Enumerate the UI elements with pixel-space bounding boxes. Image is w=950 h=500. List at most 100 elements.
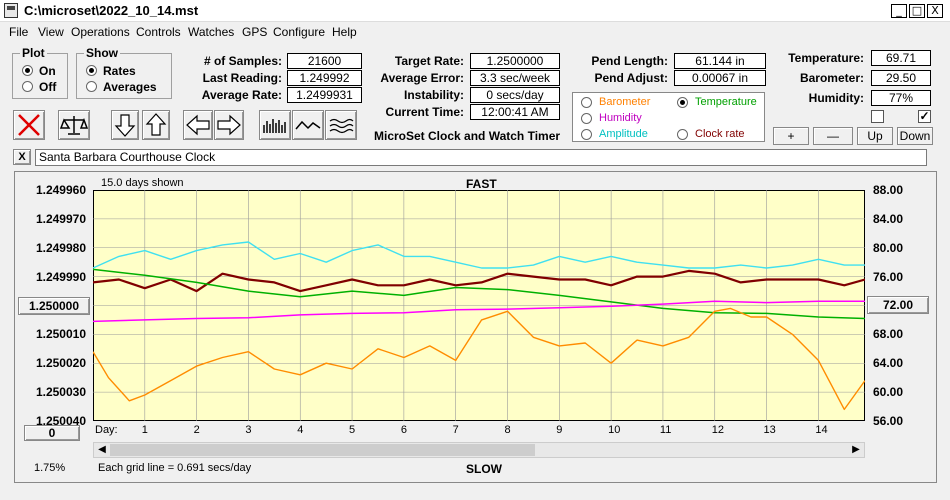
barometer-value: 29.50 [871, 70, 931, 86]
window-title: C:\microset\2022_10_14.mst [24, 3, 199, 18]
show-rates-label: Rates [103, 64, 136, 78]
sensor-select-box [572, 92, 765, 142]
x-axis-tick-label: 6 [400, 424, 407, 436]
minimize-button[interactable]: _ [891, 4, 907, 18]
left-axis-tick-label: 1.249970 [35, 211, 86, 226]
slow-label: SLOW [466, 462, 502, 476]
right-axis-tick-label: 64.00 [873, 356, 904, 371]
right-arrow-button[interactable] [214, 110, 244, 140]
app-icon[interactable] [4, 3, 18, 18]
clear-name-button[interactable]: X [13, 149, 31, 165]
scroll-left-arrow[interactable]: ◀ [98, 444, 106, 455]
pend-length-value[interactable]: 61.144 in [674, 53, 766, 69]
right-axis-tick-label: 80.00 [873, 240, 904, 255]
title-bar: C:\microset\2022_10_14.mst _ □ X [0, 0, 950, 22]
average-rate-value: 1.2499931 [287, 87, 362, 103]
grid-lines [93, 190, 865, 421]
maximize-button[interactable]: □ [909, 4, 925, 18]
histogram-icon [263, 119, 286, 133]
histogram-button[interactable] [259, 110, 291, 140]
menu-bar: File View Operations Controls Watches GP… [0, 22, 950, 42]
close-button[interactable]: X [927, 4, 943, 18]
menu-configure[interactable]: Configure [273, 25, 326, 39]
target-rate-value[interactable]: 1.2500000 [470, 53, 560, 69]
clock-name-field[interactable]: Santa Barbara Courthouse Clock [35, 149, 927, 166]
menu-help[interactable]: Help [332, 25, 357, 39]
arrow-down-icon [114, 114, 136, 137]
stop-button[interactable] [13, 110, 45, 140]
plot-on-radio[interactable] [22, 65, 33, 76]
x-axis-tick-label: 14 [815, 424, 828, 436]
show-averages-radio[interactable] [86, 81, 97, 92]
plot-area [93, 190, 865, 421]
right-axis-tick-label: 88.00 [873, 183, 904, 197]
temperature-radio[interactable] [677, 97, 688, 108]
right-axis-tick-label: 60.00 [873, 385, 904, 400]
series-amplitude [93, 241, 865, 269]
menu-file[interactable]: File [9, 25, 29, 39]
right-axis-tick-label: 68.00 [873, 327, 904, 342]
day-axis-label: Day: [95, 424, 118, 436]
menu-view[interactable]: View [38, 25, 64, 39]
x-axis-tick-label: 2 [193, 424, 200, 436]
target-rate-label: Target Rate: [394, 54, 464, 68]
checkbox-1[interactable] [871, 110, 884, 123]
wave-line-icon [295, 120, 321, 130]
x-axis-tick-label: 12 [711, 424, 724, 436]
scroll-thumb[interactable] [110, 444, 535, 456]
humidity-radio[interactable] [581, 113, 592, 124]
up-arrow-button[interactable] [142, 110, 170, 140]
left-scale-button[interactable]: 1.250000 [18, 297, 90, 315]
menu-gps[interactable]: GPS [242, 25, 268, 39]
barometer-radio[interactable] [581, 97, 592, 108]
right-axis-tick-label: 56.00 [873, 414, 904, 428]
scale-minus-button[interactable]: — [813, 127, 853, 145]
balance-button[interactable] [58, 110, 90, 140]
average-error-label: Average Error: [380, 71, 464, 85]
temperature-label: Temperature: [788, 51, 864, 65]
down-arrow-button[interactable] [111, 110, 139, 140]
left-axis-tick-label: 1.250020 [35, 356, 86, 371]
x-axis-tick-label: 9 [556, 424, 563, 436]
last-reading-label: Last Reading: [202, 71, 282, 85]
offset-button[interactable]: 0 [24, 425, 80, 441]
left-axis-tick-label: 1.250040 [35, 414, 86, 428]
x-axis-tick-label: 10 [608, 424, 621, 436]
amplitude-radio[interactable] [581, 129, 592, 140]
scale-plus-button[interactable]: + [773, 127, 809, 145]
humidity-value: 77% [871, 90, 931, 106]
current-time-label: Current Time: [385, 105, 464, 119]
averages-graph-button[interactable] [325, 110, 357, 140]
pend-length-label: Pend Length: [591, 54, 668, 68]
left-axis-tick-label: 1.249980 [35, 240, 86, 255]
line-graph-button[interactable] [292, 110, 324, 140]
scale-balance-icon [59, 116, 89, 135]
scale-down-button[interactable]: Down [897, 127, 933, 145]
fast-label: FAST [466, 177, 497, 191]
scale-up-button[interactable]: Up [857, 127, 893, 145]
amplitude-option-label: Amplitude [599, 128, 648, 140]
average-error-value: 3.3 sec/week [470, 70, 560, 86]
show-group-label: Show [84, 46, 120, 60]
x-axis-tick-label: 3 [245, 424, 252, 436]
right-axis-tick-label: 76.00 [873, 269, 904, 284]
checkbox-2[interactable]: ✓ [918, 109, 931, 123]
clock-rate-radio[interactable] [677, 129, 688, 140]
menu-controls[interactable]: Controls [136, 25, 181, 39]
pend-adjust-value[interactable]: 0.00067 in [674, 70, 766, 86]
left-arrow-button[interactable] [183, 110, 213, 140]
series-clock-rate [93, 269, 865, 293]
show-rates-radio[interactable] [86, 65, 97, 76]
pend-adjust-label: Pend Adjust: [594, 71, 668, 85]
menu-operations[interactable]: Operations [71, 25, 130, 39]
data-series [93, 241, 865, 411]
menu-watches[interactable]: Watches [188, 25, 235, 39]
x-axis-tick-label: 4 [297, 424, 304, 436]
right-scale-button[interactable]: 72.00 [867, 296, 929, 314]
arrow-left-icon [186, 114, 210, 136]
horizontal-scrollbar[interactable]: ◀ ▶ [93, 442, 865, 458]
current-time-value: 12:00:41 AM [470, 104, 560, 120]
scroll-right-arrow[interactable]: ▶ [852, 444, 860, 455]
plot-off-radio[interactable] [22, 81, 33, 92]
left-axis-tick-label: 1.249990 [35, 269, 86, 284]
